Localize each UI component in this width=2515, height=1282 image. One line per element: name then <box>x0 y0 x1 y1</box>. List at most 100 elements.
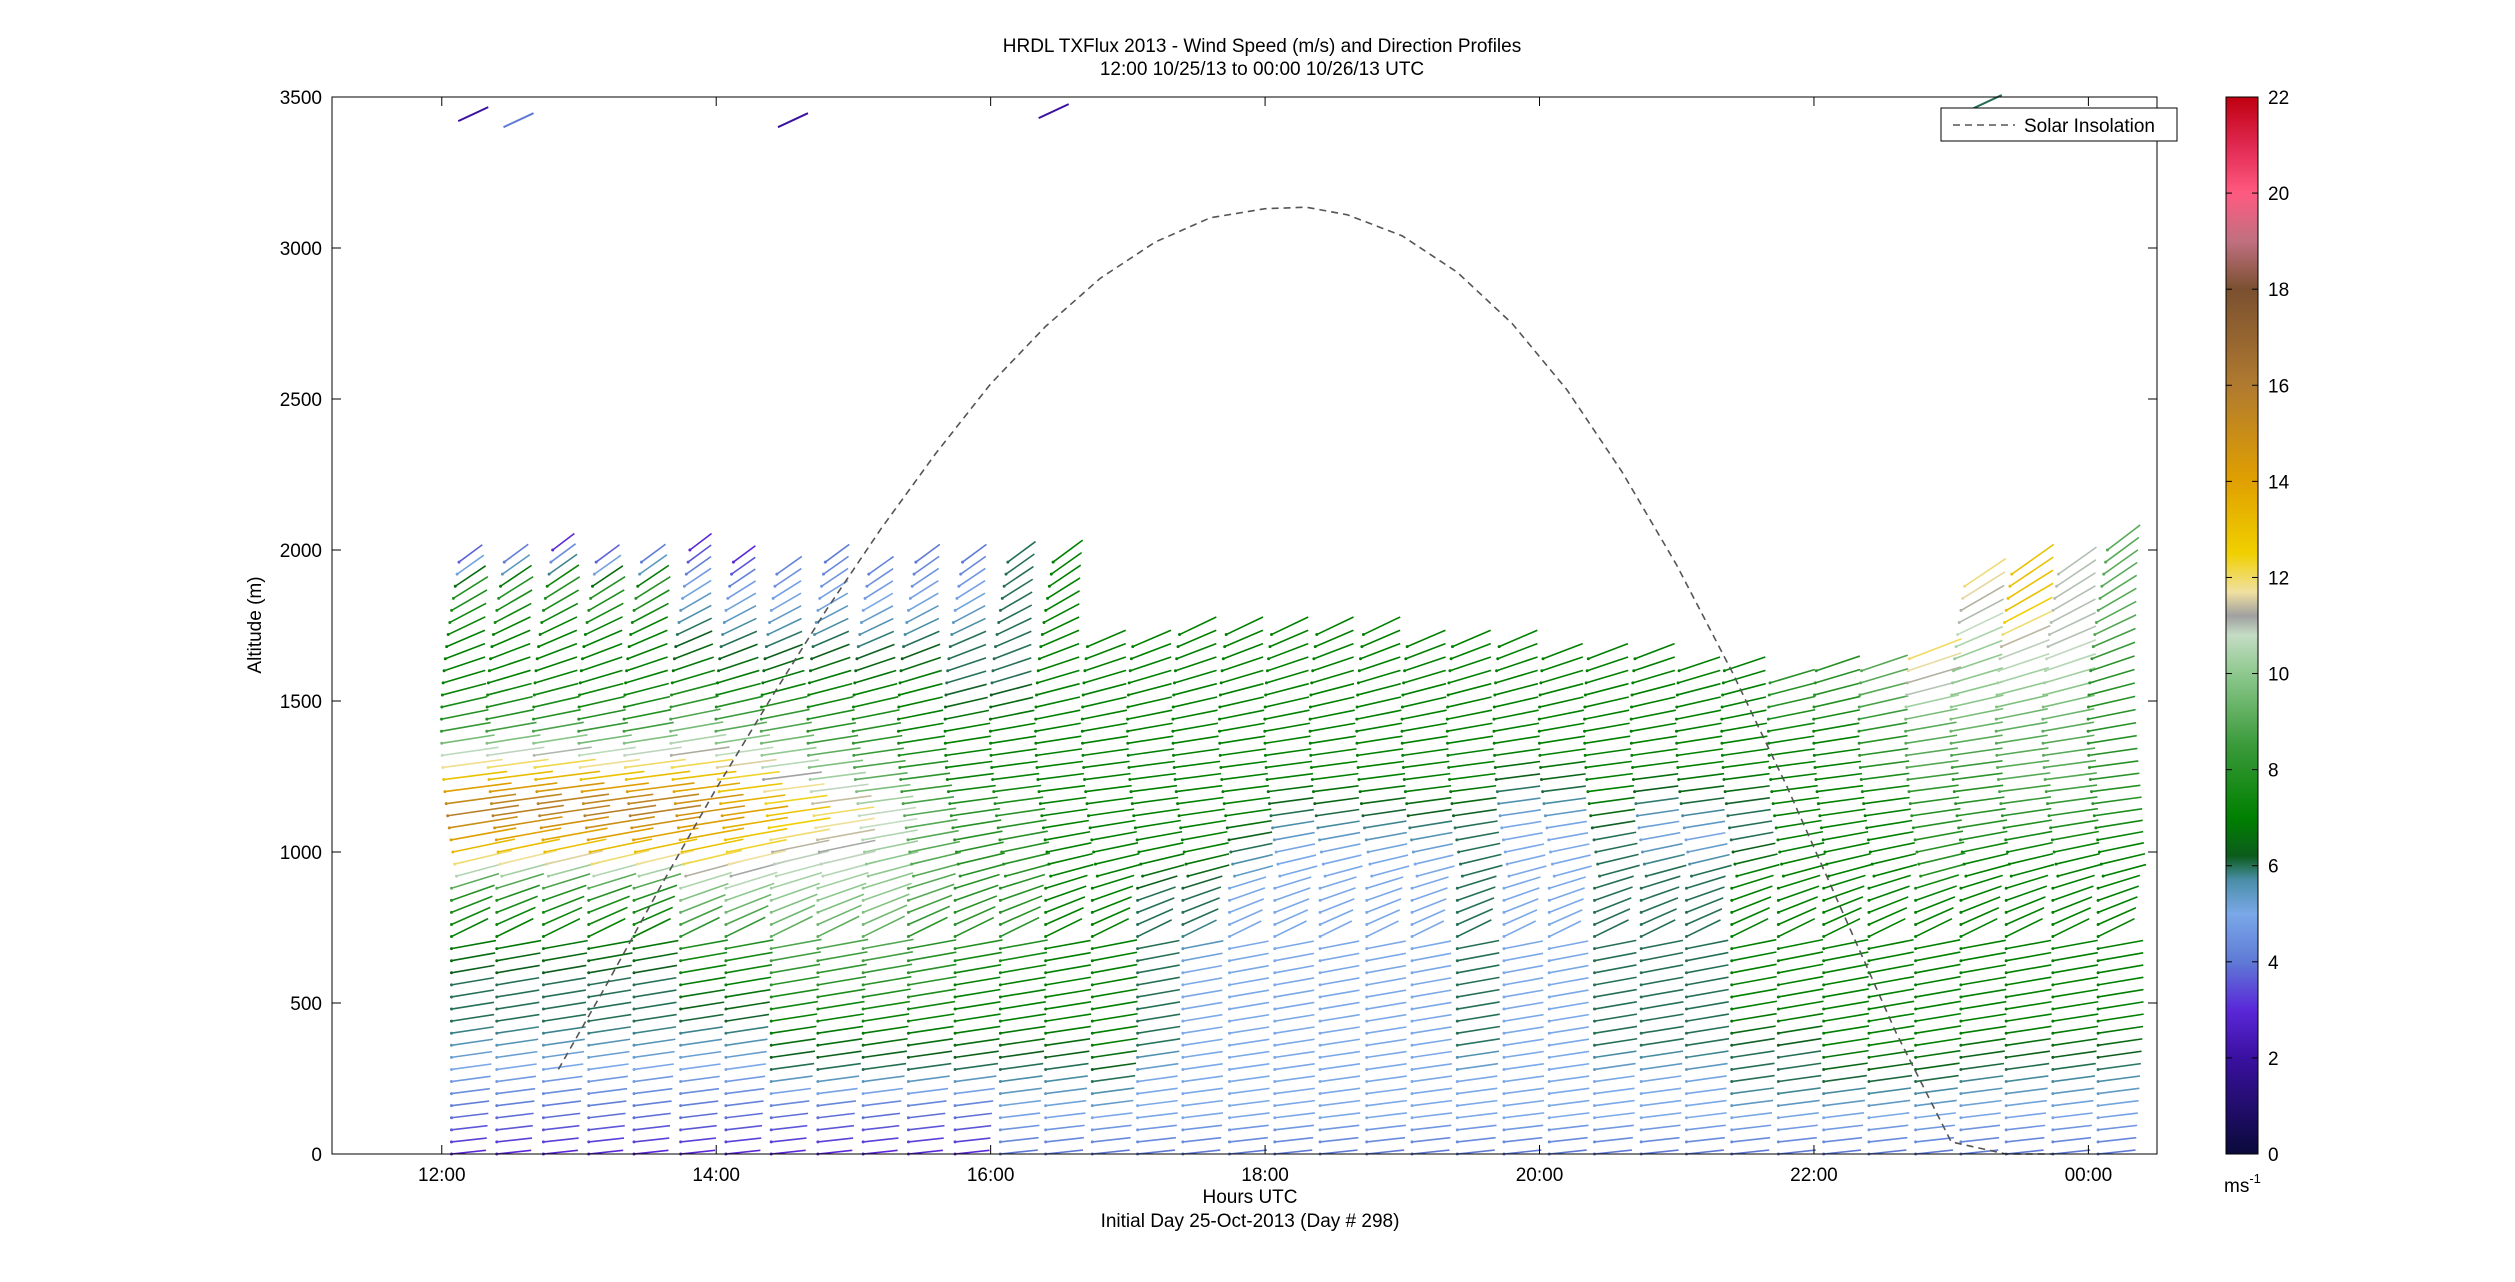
wind-barb-point <box>2090 790 2094 794</box>
wind-barb <box>1180 819 1227 829</box>
wind-barb <box>543 895 585 914</box>
wind-barb-point <box>851 705 855 709</box>
wind-barb <box>908 963 957 974</box>
wind-barb <box>1045 830 1091 841</box>
wind-barb-point <box>1273 1031 1277 1035</box>
wind-barb-point <box>495 898 499 902</box>
wind-barb-point <box>1906 669 1910 673</box>
wind-barb-point <box>679 898 683 902</box>
wind-barb-point <box>1228 959 1232 963</box>
wind-barb-point <box>1273 935 1277 939</box>
wind-barb <box>1411 909 1446 926</box>
wind-barb-point <box>2051 1007 2055 1011</box>
wind-barb-point <box>769 1128 773 1132</box>
wind-barb-point <box>1316 826 1320 830</box>
wind-barb <box>817 1000 865 1010</box>
wind-barb <box>868 555 895 575</box>
colorbar-unit: ms <box>2224 1176 2249 1197</box>
wind-barb-point <box>1044 898 1048 902</box>
wind-barb <box>731 556 756 575</box>
wind-barb <box>817 592 849 612</box>
wind-barb <box>1449 772 1496 781</box>
wind-barb-point <box>1359 802 1363 806</box>
wind-barb <box>1128 669 1172 684</box>
wind-barb-point <box>1081 693 1085 697</box>
wind-barb <box>1814 748 1861 757</box>
wind-barb <box>1319 1136 1359 1143</box>
wind-barb <box>496 872 545 890</box>
wind-barb-point <box>1263 753 1267 757</box>
wind-barb-point <box>1730 1128 1734 1132</box>
wind-barb-point <box>486 681 490 685</box>
wind-barb-point <box>1950 753 1954 757</box>
wind-barb <box>725 871 778 890</box>
wind-barb <box>1631 696 1676 708</box>
wind-barb <box>1779 842 1825 853</box>
wind-barb <box>1411 898 1447 914</box>
wind-barb <box>1367 843 1408 853</box>
wind-barb-point <box>1455 1140 1459 1144</box>
wind-barb <box>1823 907 1862 926</box>
wind-barb-point <box>1310 681 1314 685</box>
wind-barb <box>1960 951 2007 962</box>
wind-barb <box>859 617 894 636</box>
wind-barb-point <box>2007 862 2011 866</box>
wind-barb <box>1686 1099 1727 1107</box>
wind-barb <box>1132 629 1172 648</box>
y-axis-tick-label: 3500 <box>280 88 322 109</box>
wind-barb <box>633 1063 674 1071</box>
wind-barb <box>1778 975 1824 986</box>
wind-barb-point <box>1084 657 1088 661</box>
wind-barb-point <box>1403 669 1407 673</box>
wind-barb <box>1137 1112 1178 1119</box>
wind-barb <box>725 916 766 938</box>
wind-barb <box>1082 722 1128 732</box>
wind-barb <box>1091 917 1130 938</box>
wind-barb-point <box>900 657 904 661</box>
wind-barb <box>908 894 953 914</box>
wind-barb-point <box>1720 729 1724 733</box>
wind-barb-point <box>1181 983 1185 987</box>
wind-barb <box>1035 735 1082 745</box>
wind-barb-point <box>543 596 547 600</box>
wind-barb <box>1457 1038 1500 1047</box>
wind-barb-point <box>1004 572 1008 576</box>
wind-barb-point <box>731 560 735 564</box>
wind-barb-point <box>861 1055 865 1059</box>
wind-barb <box>1594 919 1629 938</box>
wind-barb-point <box>1814 778 1818 782</box>
wind-barb-point <box>588 850 592 854</box>
wind-barb-point <box>1959 1140 1963 1144</box>
wind-barb-point <box>1181 1092 1185 1096</box>
wind-barb <box>723 816 788 829</box>
wind-barb <box>1229 898 1265 914</box>
wind-barb-point <box>1083 669 1087 673</box>
wind-barb <box>1584 735 1631 745</box>
wind-barb <box>1500 809 1541 817</box>
wind-barb <box>807 721 856 732</box>
wind-barb-point <box>2052 850 2056 854</box>
wind-barb <box>1951 694 2004 708</box>
wind-barb-point <box>861 1128 865 1132</box>
wind-barb-point <box>2096 1116 2100 1120</box>
wind-barb <box>579 758 641 769</box>
wind-barb-point <box>953 1043 957 1047</box>
wind-barb <box>680 916 720 938</box>
wind-barb-point <box>1959 898 1963 902</box>
wind-barb-point <box>1684 922 1688 926</box>
wind-barb-point <box>2009 874 2013 878</box>
wind-barb <box>671 746 730 757</box>
wind-barb <box>993 784 1042 793</box>
wind-barb <box>808 747 861 757</box>
wind-barb <box>1960 1112 2001 1119</box>
wind-barb <box>761 721 812 732</box>
wind-barb <box>1915 1074 1959 1083</box>
wind-barb-point <box>627 802 631 806</box>
wind-barb-point <box>1959 1031 1963 1035</box>
wind-barb <box>2102 863 2147 877</box>
wind-barb-point <box>1003 874 1007 878</box>
wind-barb <box>496 964 540 974</box>
wind-barb <box>496 1038 539 1047</box>
wind-barb-point <box>1136 910 1140 914</box>
wind-barb <box>908 1075 950 1083</box>
